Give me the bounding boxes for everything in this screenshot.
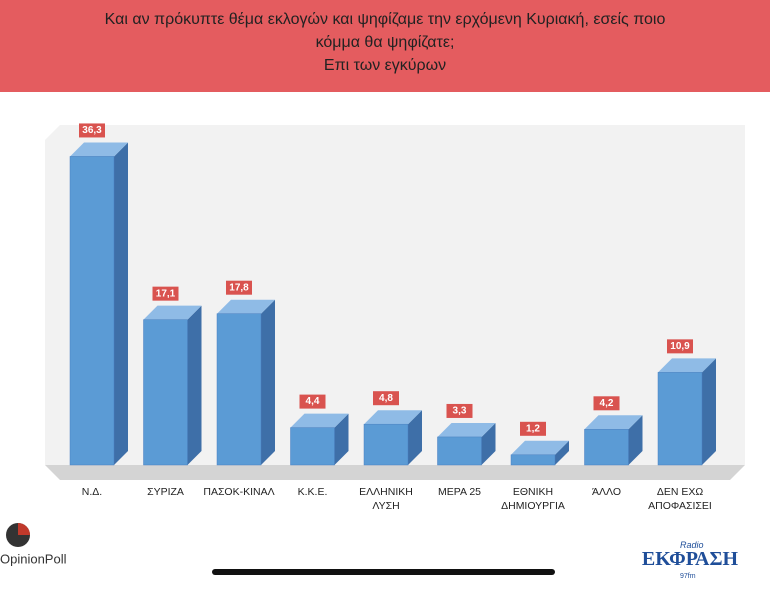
value-label: 1,2 — [526, 423, 540, 434]
bar — [143, 319, 188, 466]
x-tick-label: ΆΛΛΟ — [592, 486, 621, 498]
value-label-box — [373, 391, 399, 406]
value-label-box — [226, 280, 252, 295]
bar-side — [187, 305, 202, 465]
bar-top — [143, 305, 202, 320]
bar-top — [437, 422, 496, 437]
bar-side — [702, 358, 716, 465]
bar — [69, 156, 115, 466]
bar-side — [628, 415, 643, 465]
bar — [363, 423, 409, 466]
x-tick-label: ΕΛΛΗΝΙΚΗ ΛΥΣΗ — [359, 486, 413, 512]
logo-right-freq: 97fm — [680, 573, 696, 580]
x-tick-label: Κ.Κ.Ε. — [297, 486, 328, 498]
bar-side — [408, 410, 422, 465]
value-label-box — [593, 396, 620, 411]
bar — [510, 454, 556, 466]
value-label-box — [667, 339, 693, 354]
title-line: Και αν πρόκυπτε θέμα εκλογών και ψηφίζαμ… — [104, 11, 666, 28]
bar-top — [658, 358, 716, 373]
value-label: 4,8 — [379, 393, 393, 404]
value-label: 4,4 — [306, 396, 320, 407]
bar-top — [290, 413, 349, 428]
bar — [584, 429, 629, 466]
value-label-box — [446, 403, 473, 418]
bar — [290, 427, 335, 466]
subtitle: Επι των εγκύρων — [323, 57, 447, 74]
value-label-box — [520, 421, 546, 436]
value-label: 4,2 — [600, 398, 614, 409]
bar-top — [584, 415, 643, 430]
bar — [657, 372, 703, 466]
bar-top — [70, 142, 128, 157]
value-label-box — [152, 286, 179, 301]
x-tick-label: ΔΕΝ ΕΧΩ ΑΠΟΦΑΣΙΣΕΙ — [648, 486, 712, 512]
bar-side — [334, 413, 349, 465]
bar-top — [511, 440, 569, 455]
bar-side — [481, 422, 496, 465]
logo-right: ΕΚΦΡΑΣΗ — [642, 548, 739, 570]
bar-side — [114, 142, 128, 465]
value-label: 17,1 — [156, 288, 176, 299]
bar-side — [555, 440, 569, 465]
value-label-box — [79, 123, 105, 138]
bar — [216, 313, 262, 466]
x-tick-label: ΕΘΝΙΚΗ ΔΗΜΙΟΥΡΓΙΑ — [501, 486, 565, 512]
title-line: κόμμα θα ψηφίζατε; — [315, 34, 455, 51]
home-indicator — [212, 569, 555, 575]
value-label: 17,8 — [229, 282, 249, 293]
logo-right-small: Radio — [680, 540, 704, 550]
logo-left: OpinionPoll — [0, 551, 67, 566]
value-label: 36,3 — [82, 125, 102, 136]
bar-side — [261, 299, 275, 465]
bar-top — [364, 410, 422, 425]
x-tick-label: ΜΕΡΑ 25 — [438, 486, 481, 498]
bar-top — [217, 299, 275, 314]
x-tick-label: ΣΥΡΙΖΑ — [147, 486, 184, 498]
x-tick-label: Ν.Δ. — [81, 486, 103, 498]
value-label: 3,3 — [453, 406, 467, 417]
value-label: 10,9 — [670, 341, 690, 352]
value-label-box — [299, 394, 326, 409]
x-tick-label: ΠΑΣΟΚ-ΚΙΝΑΛ — [203, 486, 275, 498]
title-band: Και αν πρόκυπτε θέμα εκλογών και ψηφίζαμ… — [0, 0, 770, 92]
logo-icon-part — [18, 523, 30, 535]
floor — [45, 465, 745, 480]
bar — [437, 436, 482, 466]
